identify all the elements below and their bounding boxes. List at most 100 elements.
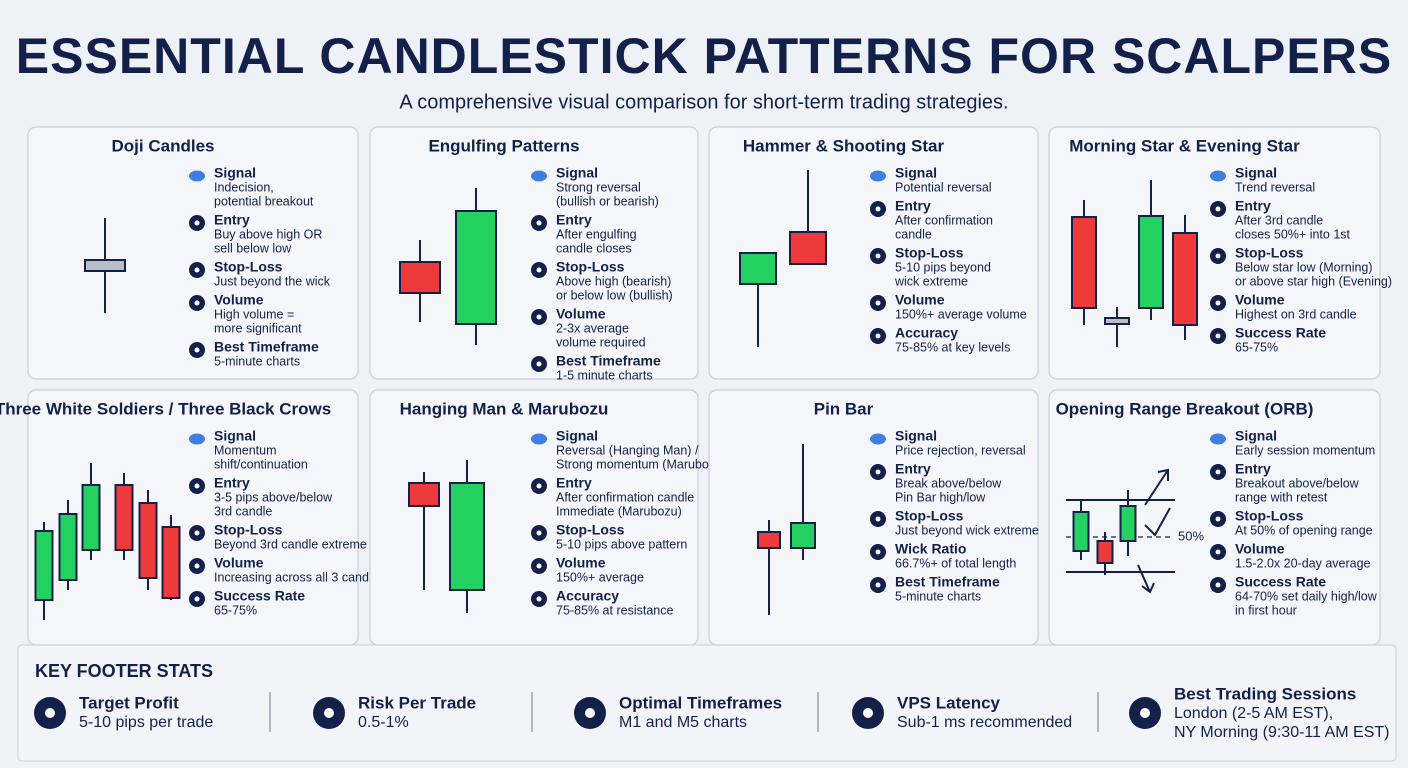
candle-body	[789, 231, 827, 265]
stat-text: Sub-1 ms recommended	[897, 714, 1072, 731]
icon-dot	[875, 333, 881, 339]
card-title: Hammer & Shooting Star	[743, 136, 945, 155]
chart-label: 50%	[1178, 528, 1204, 543]
item-label: Best Timeframe	[214, 339, 319, 355]
candle-body	[790, 522, 816, 549]
item-label: Stop-Loss	[1235, 245, 1304, 261]
item-text: Highest on 3rd candle	[1235, 307, 1357, 321]
item-label: Entry	[214, 475, 250, 491]
icon-dot	[536, 530, 542, 536]
item-label: Entry	[895, 198, 931, 214]
item-text: 150%+ average	[556, 570, 644, 584]
icon-dot	[875, 253, 881, 259]
card-title: Engulfing Patterns	[428, 136, 579, 155]
icon	[531, 170, 547, 182]
icon	[1210, 170, 1226, 182]
item-text: Below star low (Morning)	[1235, 260, 1373, 274]
item-text: or above star high (Evening)	[1235, 274, 1392, 288]
stat-text: London (2-5 AM EST),	[1174, 705, 1333, 722]
item-text: 5-minute charts	[214, 354, 300, 368]
item-text: volume required	[556, 335, 646, 349]
card-title: Doji Candles	[112, 136, 215, 155]
icon-dot	[194, 483, 200, 489]
icon-dot	[1215, 300, 1221, 306]
footer-icon-dot	[585, 708, 595, 718]
stat-label: Target Profit	[79, 693, 179, 712]
item-text: Breakout above/below	[1235, 476, 1360, 490]
item-text: Increasing across all 3 candles	[214, 570, 385, 584]
candle-body	[84, 259, 126, 272]
stat-label: VPS Latency	[897, 693, 1001, 712]
icon-dot	[1215, 206, 1221, 212]
item-text: 65-75%	[1235, 340, 1278, 354]
icon-dot	[194, 596, 200, 602]
item-label: Stop-Loss	[556, 522, 625, 538]
item-text: Early session momentum	[1235, 443, 1375, 457]
item-text: 64-70% set daily high/low	[1235, 589, 1378, 603]
item-text: candle	[895, 227, 932, 241]
item-text: sell below low	[214, 241, 292, 255]
icon	[870, 433, 886, 445]
icon-dot	[1215, 333, 1221, 339]
footer-icon-dot	[324, 708, 334, 718]
item-text: 1.5-2.0x 20-day average	[1235, 556, 1371, 570]
footer-icon-dot	[1140, 708, 1150, 718]
candle-body	[138, 502, 158, 579]
candle-body	[1172, 232, 1198, 326]
stat-label: Optimal Timeframes	[619, 693, 782, 712]
icon-dot	[194, 563, 200, 569]
item-label: Stop-Loss	[214, 259, 283, 275]
pattern-card	[369, 126, 699, 380]
item-text: After engulfing	[556, 227, 637, 241]
item-label: Best Timeframe	[556, 353, 661, 369]
candle-body	[1104, 317, 1130, 325]
item-text: 150%+ average volume	[895, 307, 1027, 321]
item-text: Potential reversal	[895, 180, 992, 194]
item-label: Signal	[214, 165, 256, 181]
item-label: Entry	[895, 461, 931, 477]
icon-dot	[1215, 253, 1221, 259]
item-label: Success Rate	[1235, 325, 1326, 341]
item-label: Volume	[895, 292, 945, 308]
item-text: After 3rd candle	[1235, 213, 1323, 227]
icon-dot	[875, 206, 881, 212]
item-text: 75-85% at key levels	[895, 340, 1010, 354]
item-text: Break above/below	[895, 476, 1002, 490]
item-label: Volume	[556, 555, 606, 571]
icon	[870, 170, 886, 182]
item-text: Reversal (Hanging Man) /	[556, 443, 699, 457]
item-text: closes 50%+ into 1st	[1235, 227, 1351, 241]
icon-dot	[194, 347, 200, 353]
item-text: in first hour	[1235, 603, 1297, 617]
stat-label: Best Trading Sessions	[1174, 684, 1356, 703]
card-title: Hanging Man & Marubozu	[400, 399, 609, 418]
item-text: Just beyond wick extreme	[895, 523, 1039, 537]
icon	[189, 433, 205, 445]
stat-text: 5-10 pips per trade	[79, 714, 213, 731]
item-text: Immediate (Marubozu)	[556, 504, 682, 518]
item-text: 2-3x average	[556, 321, 629, 335]
item-label: Success Rate	[1235, 574, 1326, 590]
item-text: 5-10 pips beyond	[895, 260, 991, 274]
candle-body	[58, 513, 78, 581]
item-label: Volume	[214, 555, 264, 571]
item-label: Volume	[214, 292, 264, 308]
item-label: Signal	[895, 165, 937, 181]
item-text: At 50% of opening range	[1235, 523, 1373, 537]
item-label: Accuracy	[556, 588, 619, 604]
icon-dot	[1215, 516, 1221, 522]
icon-dot	[875, 516, 881, 522]
candle-body	[1138, 215, 1164, 309]
item-label: Entry	[556, 475, 592, 491]
item-label: Entry	[1235, 198, 1271, 214]
item-label: Entry	[556, 212, 592, 228]
item-text: potential breakout	[214, 194, 314, 208]
item-label: Signal	[1235, 428, 1277, 444]
candle-body	[1071, 216, 1097, 309]
stat-label: Risk Per Trade	[358, 693, 476, 712]
card-title: Opening Range Breakout (ORB)	[1056, 399, 1314, 418]
item-label: Volume	[556, 306, 606, 322]
footer-icon-dot	[45, 708, 55, 718]
